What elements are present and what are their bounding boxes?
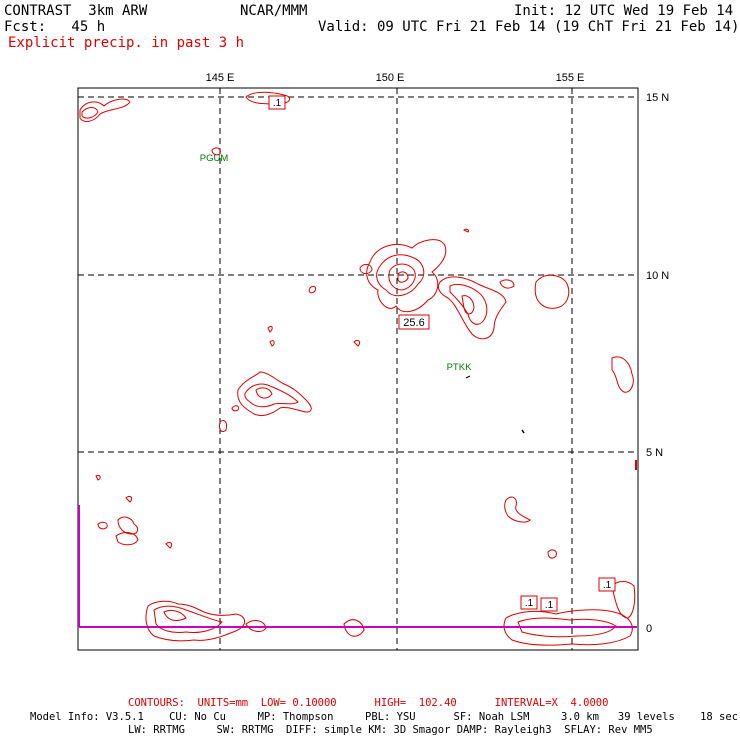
value-label-bottom-1: .1 (525, 598, 534, 609)
value-label-bottom-3: .1 (603, 580, 612, 591)
lat-label-10: 10 N (646, 270, 669, 282)
lat-lon-grid (78, 88, 638, 650)
island-mark (465, 375, 471, 379)
forecast-hour: Fcst: 45 h (4, 19, 106, 35)
contours-info: CONTOURS: UNITS=mm LOW= 0.10000 HIGH= 10… (128, 697, 609, 709)
model-title: CONTRAST 3km ARW (4, 3, 148, 19)
value-label-bottom-2: .1 (545, 600, 554, 611)
equator-line (78, 505, 637, 628)
value-label-top: .1 (273, 98, 282, 109)
lon-label-145: 145 E (206, 72, 235, 84)
island-mark-2 (521, 429, 525, 434)
lat-label-5: 5 N (646, 447, 663, 459)
precip-contours (79, 91, 636, 646)
field-title: Explicit precip. in past 3 h (8, 35, 245, 51)
station-pgum: PGUM (200, 153, 229, 164)
station-ptkk: PTKK (447, 362, 472, 373)
lon-label-155: 155 E (556, 72, 585, 84)
center-name: NCAR/MMM (240, 3, 308, 19)
init-time: Init: 12 UTC Wed 19 Feb 14 (514, 3, 734, 19)
value-labels: 25.6 .1 .1 .1 .1 (268, 95, 616, 612)
model-info-line-1: Model Info: V3.5.1 CU: No Cu MP: Thompso… (30, 711, 739, 723)
lat-label-15: 15 N (646, 92, 669, 104)
lon-label-150: 150 E (376, 72, 405, 84)
map-frame (77, 87, 639, 651)
max-value-label: 25.6 (403, 317, 424, 329)
lat-label-0: 0 (646, 623, 652, 635)
valid-time: Valid: 09 UTC Fri 21 Feb 14 (19 ChT Fri … (318, 19, 740, 35)
model-info-line-2: LW: RRTMG SW: RRTMG DIFF: simple KM: 3D … (128, 724, 653, 736)
